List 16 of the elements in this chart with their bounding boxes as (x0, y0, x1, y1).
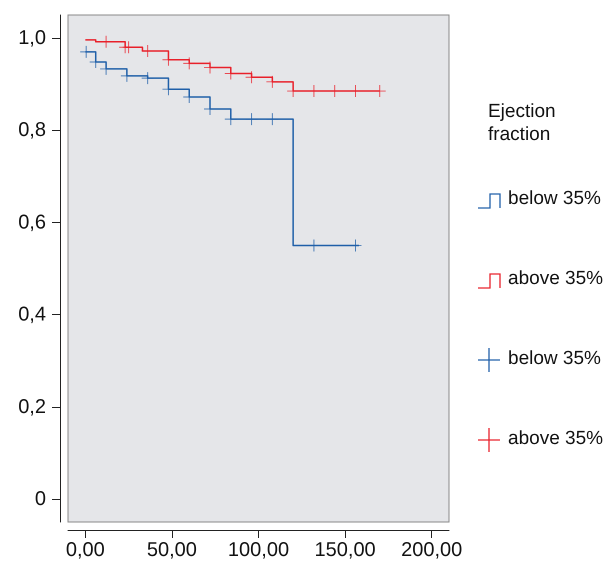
y-tick-label: 1,0 (18, 27, 46, 50)
legend-label: below 35% (508, 348, 602, 369)
y-tick-label: 0,2 (18, 396, 46, 418)
legend-label: above 35% (508, 268, 604, 289)
y-tick-label: 0,6 (18, 211, 46, 234)
y-tick-label: 0,8 (18, 119, 46, 142)
x-tick-label: 50,00 (146, 539, 197, 561)
legend-title: Ejection fraction (488, 101, 561, 145)
x-tick-label: 100,00 (228, 539, 290, 561)
y-tick-label: 0 (34, 488, 46, 510)
x-tick-label: 0,00 (66, 539, 105, 561)
legend-label: above 35% (508, 428, 604, 449)
y-tick-label: 0,4 (18, 304, 46, 326)
x-tick-label: 150,00 (314, 539, 376, 561)
legend-label: below 35% (508, 188, 602, 209)
x-tick-label: 200,00 (401, 539, 462, 561)
